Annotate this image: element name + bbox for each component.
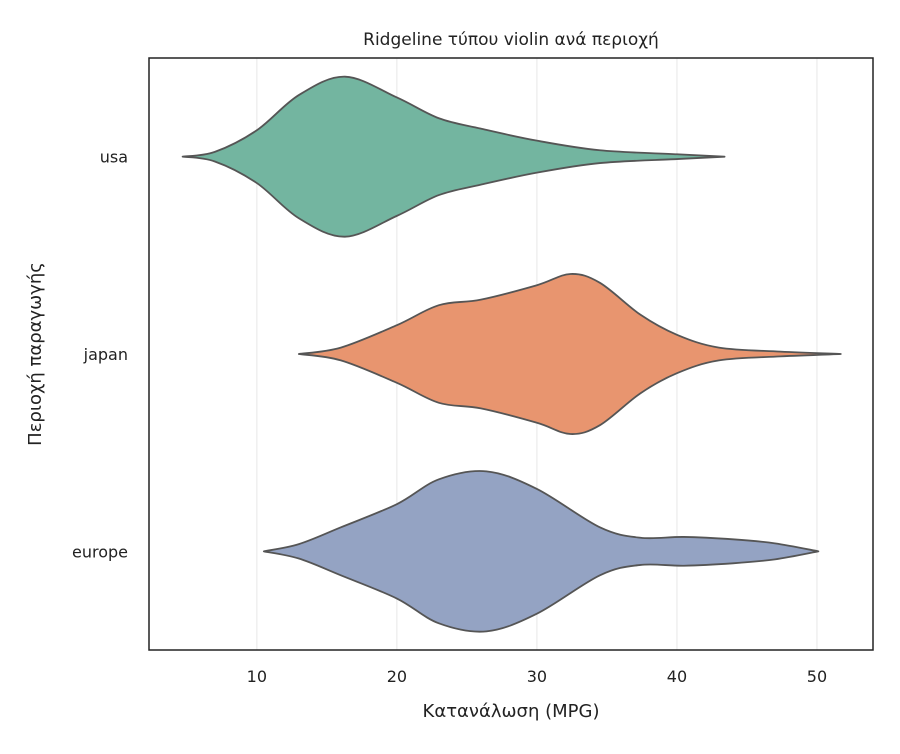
x-tick-label: 10 xyxy=(247,667,267,686)
x-tick-label: 30 xyxy=(527,667,547,686)
violin-europe xyxy=(262,470,820,633)
violin-japan xyxy=(297,273,842,435)
y-axis-ticks: usa japan europe xyxy=(72,148,128,562)
violins xyxy=(181,75,842,633)
y-axis-label: Περιοχή παραγωγής xyxy=(25,262,46,446)
x-axis-ticks: 10 20 30 40 50 xyxy=(247,667,828,686)
y-tick-label: europe xyxy=(72,542,128,561)
chart-title: Ridgeline τύπου violin ανά περιοχή xyxy=(363,30,659,50)
x-tick-label: 50 xyxy=(807,667,827,686)
x-tick-label: 40 xyxy=(667,667,687,686)
x-axis-label: Κατανάλωση (MPG) xyxy=(423,701,600,722)
y-tick-label: japan xyxy=(83,345,128,364)
y-tick-label: usa xyxy=(100,148,128,167)
x-tick-label: 20 xyxy=(387,667,407,686)
plot-frame xyxy=(148,57,874,651)
violin-usa xyxy=(181,75,726,238)
